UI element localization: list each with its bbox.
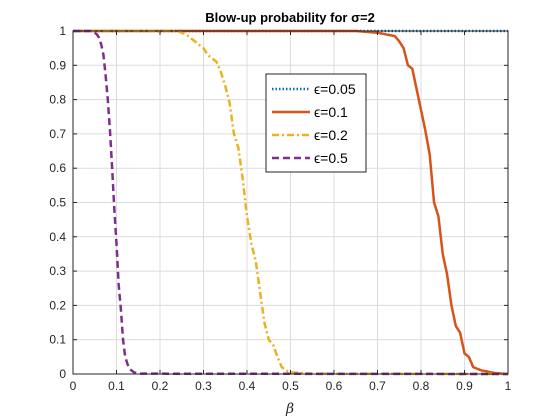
x-tick-label: 0.9 bbox=[456, 379, 473, 393]
x-tick-label: 0.4 bbox=[239, 379, 256, 393]
y-tick-label: 0.3 bbox=[49, 264, 66, 278]
x-tick-label: 0.6 bbox=[326, 379, 343, 393]
legend-label-2: ϵ=0.2 bbox=[314, 127, 348, 143]
axis-ticks bbox=[72, 30, 509, 375]
y-tick-label: 0.9 bbox=[49, 58, 66, 72]
x-tick-label: 0.2 bbox=[152, 379, 169, 393]
y-tick-label: 0.8 bbox=[49, 93, 66, 107]
x-tick-label: 0.1 bbox=[108, 379, 125, 393]
x-tick-label: 0.5 bbox=[282, 379, 299, 393]
y-tick-label: 1 bbox=[59, 24, 66, 38]
x-tick-label: 0 bbox=[70, 379, 77, 393]
y-tick-label: 0.1 bbox=[49, 333, 66, 347]
y-tick-labels: 0 0.1 0.2 0.3 0.4 0.5 0.6 0.7 0.8 0.9 1 bbox=[49, 24, 66, 381]
x-tick-label: 0.8 bbox=[413, 379, 430, 393]
x-tick-label: 1 bbox=[505, 379, 512, 393]
legend-label-1: ϵ=0.1 bbox=[314, 104, 348, 120]
y-tick-label: 0 bbox=[59, 367, 66, 381]
y-tick-label: 0.5 bbox=[49, 196, 66, 210]
y-tick-label: 0.6 bbox=[49, 161, 66, 175]
legend-label-0: ϵ=0.05 bbox=[314, 81, 356, 97]
series-line-2 bbox=[73, 29, 509, 376]
y-tick-label: 0.4 bbox=[49, 230, 66, 244]
legend-box bbox=[265, 73, 367, 173]
legend: ϵ=0.05 ϵ=0.1 ϵ=0.2 ϵ=0.5 bbox=[265, 73, 367, 173]
legend-label-3: ϵ=0.5 bbox=[314, 150, 348, 166]
chart-title: Blow-up probability for σ=2 bbox=[205, 10, 375, 25]
x-tick-label: 0.7 bbox=[369, 379, 386, 393]
x-tick-labels: 0 0.1 0.2 0.3 0.4 0.5 0.6 0.7 0.8 0.9 1 bbox=[70, 379, 512, 393]
y-tick-label: 0.2 bbox=[49, 298, 66, 312]
y-tick-label: 0.7 bbox=[49, 127, 66, 141]
x-axis-label: β bbox=[285, 401, 294, 417]
series-line-3 bbox=[73, 29, 509, 376]
x-tick-label: 0.3 bbox=[195, 379, 212, 393]
series-line-1 bbox=[73, 29, 509, 376]
